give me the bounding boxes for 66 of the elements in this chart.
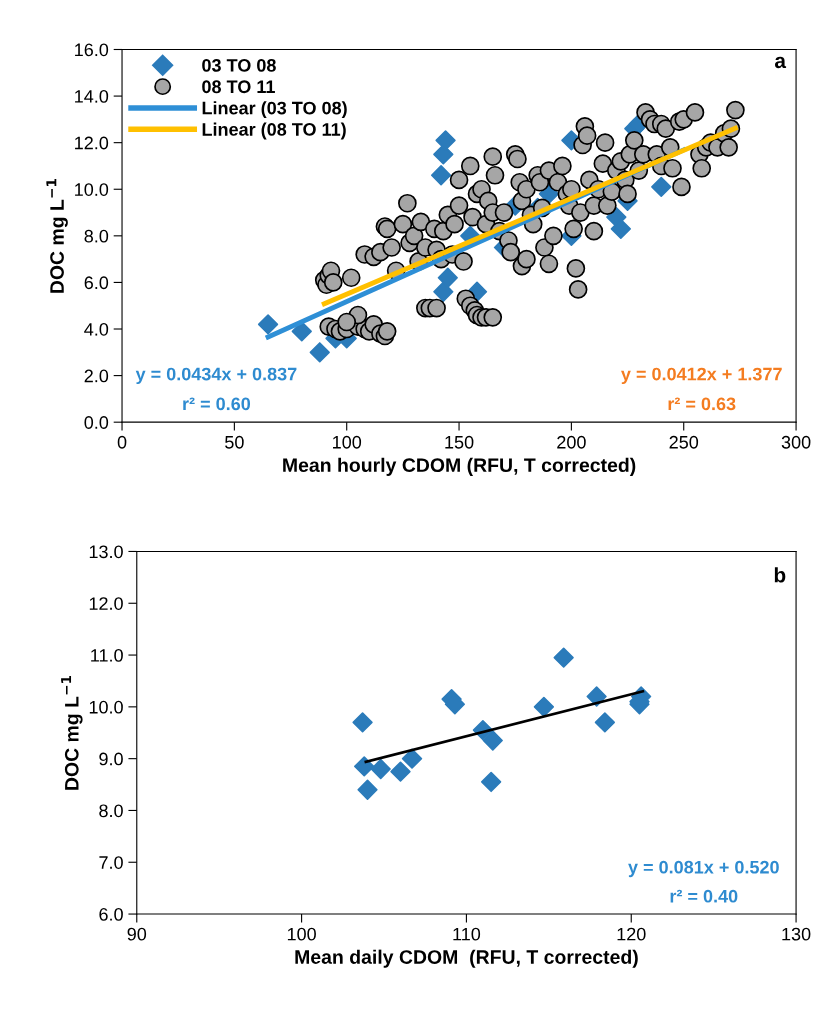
y-tick-label: 9.0	[99, 752, 123, 766]
point	[433, 144, 454, 165]
point	[291, 321, 312, 342]
legend-label: 08 TO 11	[202, 80, 275, 94]
x-tick-label: 130	[782, 927, 811, 941]
point	[437, 267, 458, 288]
y-tick-label: 11.0	[91, 648, 123, 662]
x-tick-label: 110	[453, 927, 481, 941]
y-tick-label: 10.0	[89, 700, 123, 714]
annotation: r² = 0.40	[670, 889, 738, 903]
x-tick-label: 100	[287, 927, 316, 941]
x-axis-title: Mean daily CDOM (RFU, T corrected)	[295, 949, 638, 968]
y-tick-label: 7.0	[99, 856, 123, 869]
annotation: a	[774, 56, 787, 69]
y-tick-label: 13.0	[89, 545, 123, 559]
y-tick-label: 12.0	[89, 597, 123, 610]
annotation: r² = 0.63	[668, 397, 736, 411]
legend-label: 03 TO 08	[202, 58, 276, 72]
y-tick-label: 6.0	[99, 907, 123, 921]
point	[257, 314, 279, 335]
y-tick-label: 12.0	[75, 136, 109, 150]
x-tick-label: 0	[117, 435, 127, 449]
point	[357, 779, 378, 800]
annotation: y = 0.0434x + 0.837	[135, 367, 297, 385]
y-tick-label: 16.0	[75, 43, 109, 57]
point	[401, 748, 423, 769]
y-tick-label: 0.0	[84, 416, 109, 429]
point	[309, 342, 330, 363]
point	[651, 176, 672, 198]
x-tick-label: 90	[127, 927, 147, 941]
point	[352, 712, 373, 733]
x-tick-label: 120	[617, 927, 646, 941]
y-tick-label: 4.0	[84, 322, 109, 336]
annotation: b	[774, 567, 786, 583]
point	[553, 647, 574, 668]
x-tick-label: 200	[557, 435, 586, 449]
y-tick-label: 8.0	[99, 804, 123, 818]
point	[533, 696, 555, 718]
y-tick-label: 10.0	[75, 183, 109, 196]
point	[390, 761, 411, 782]
y-tick-label: 8.0	[84, 229, 109, 243]
point	[482, 730, 503, 751]
x-tick-label: 300	[781, 435, 811, 449]
annotation: r² = 0.60	[183, 397, 251, 411]
annotation: y = 0.081x + 0.520	[628, 860, 779, 878]
point	[594, 712, 616, 733]
x-tick-label: 50	[225, 435, 244, 449]
x-axis-title: Mean hourly CDOM (RFU, T corrected)	[283, 457, 636, 476]
x-tick-label: 250	[669, 435, 699, 449]
point	[433, 281, 454, 302]
point	[370, 758, 391, 780]
y-tick-label: 14.0	[75, 90, 109, 103]
point	[435, 130, 456, 151]
point	[430, 165, 452, 186]
point	[480, 771, 502, 793]
y-tick-label: 2.0	[84, 369, 109, 383]
point	[354, 756, 375, 777]
y-axis-title: DOC mg L$^{−1}$	[46, 178, 68, 293]
annotation: y = 0.0412x + 1.377	[621, 367, 782, 385]
x-tick-label: 100	[333, 435, 362, 449]
y-tick-label: 6.0	[84, 276, 109, 290]
point	[610, 218, 631, 239]
x-tick-label: 150	[445, 435, 474, 449]
legend-label: Linear (03 TO 08)	[202, 101, 347, 119]
legend-label: Linear (08 TO 11)	[202, 122, 346, 140]
y-axis-title: DOC mg L$^{−1}$	[61, 675, 83, 790]
